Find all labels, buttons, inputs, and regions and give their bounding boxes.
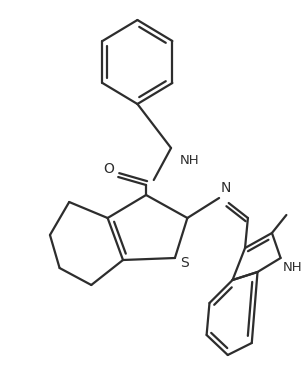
Text: N: N bbox=[221, 181, 231, 195]
Text: O: O bbox=[103, 162, 114, 176]
Text: NH: NH bbox=[282, 261, 302, 274]
Text: S: S bbox=[180, 256, 189, 270]
Text: NH: NH bbox=[180, 154, 199, 166]
